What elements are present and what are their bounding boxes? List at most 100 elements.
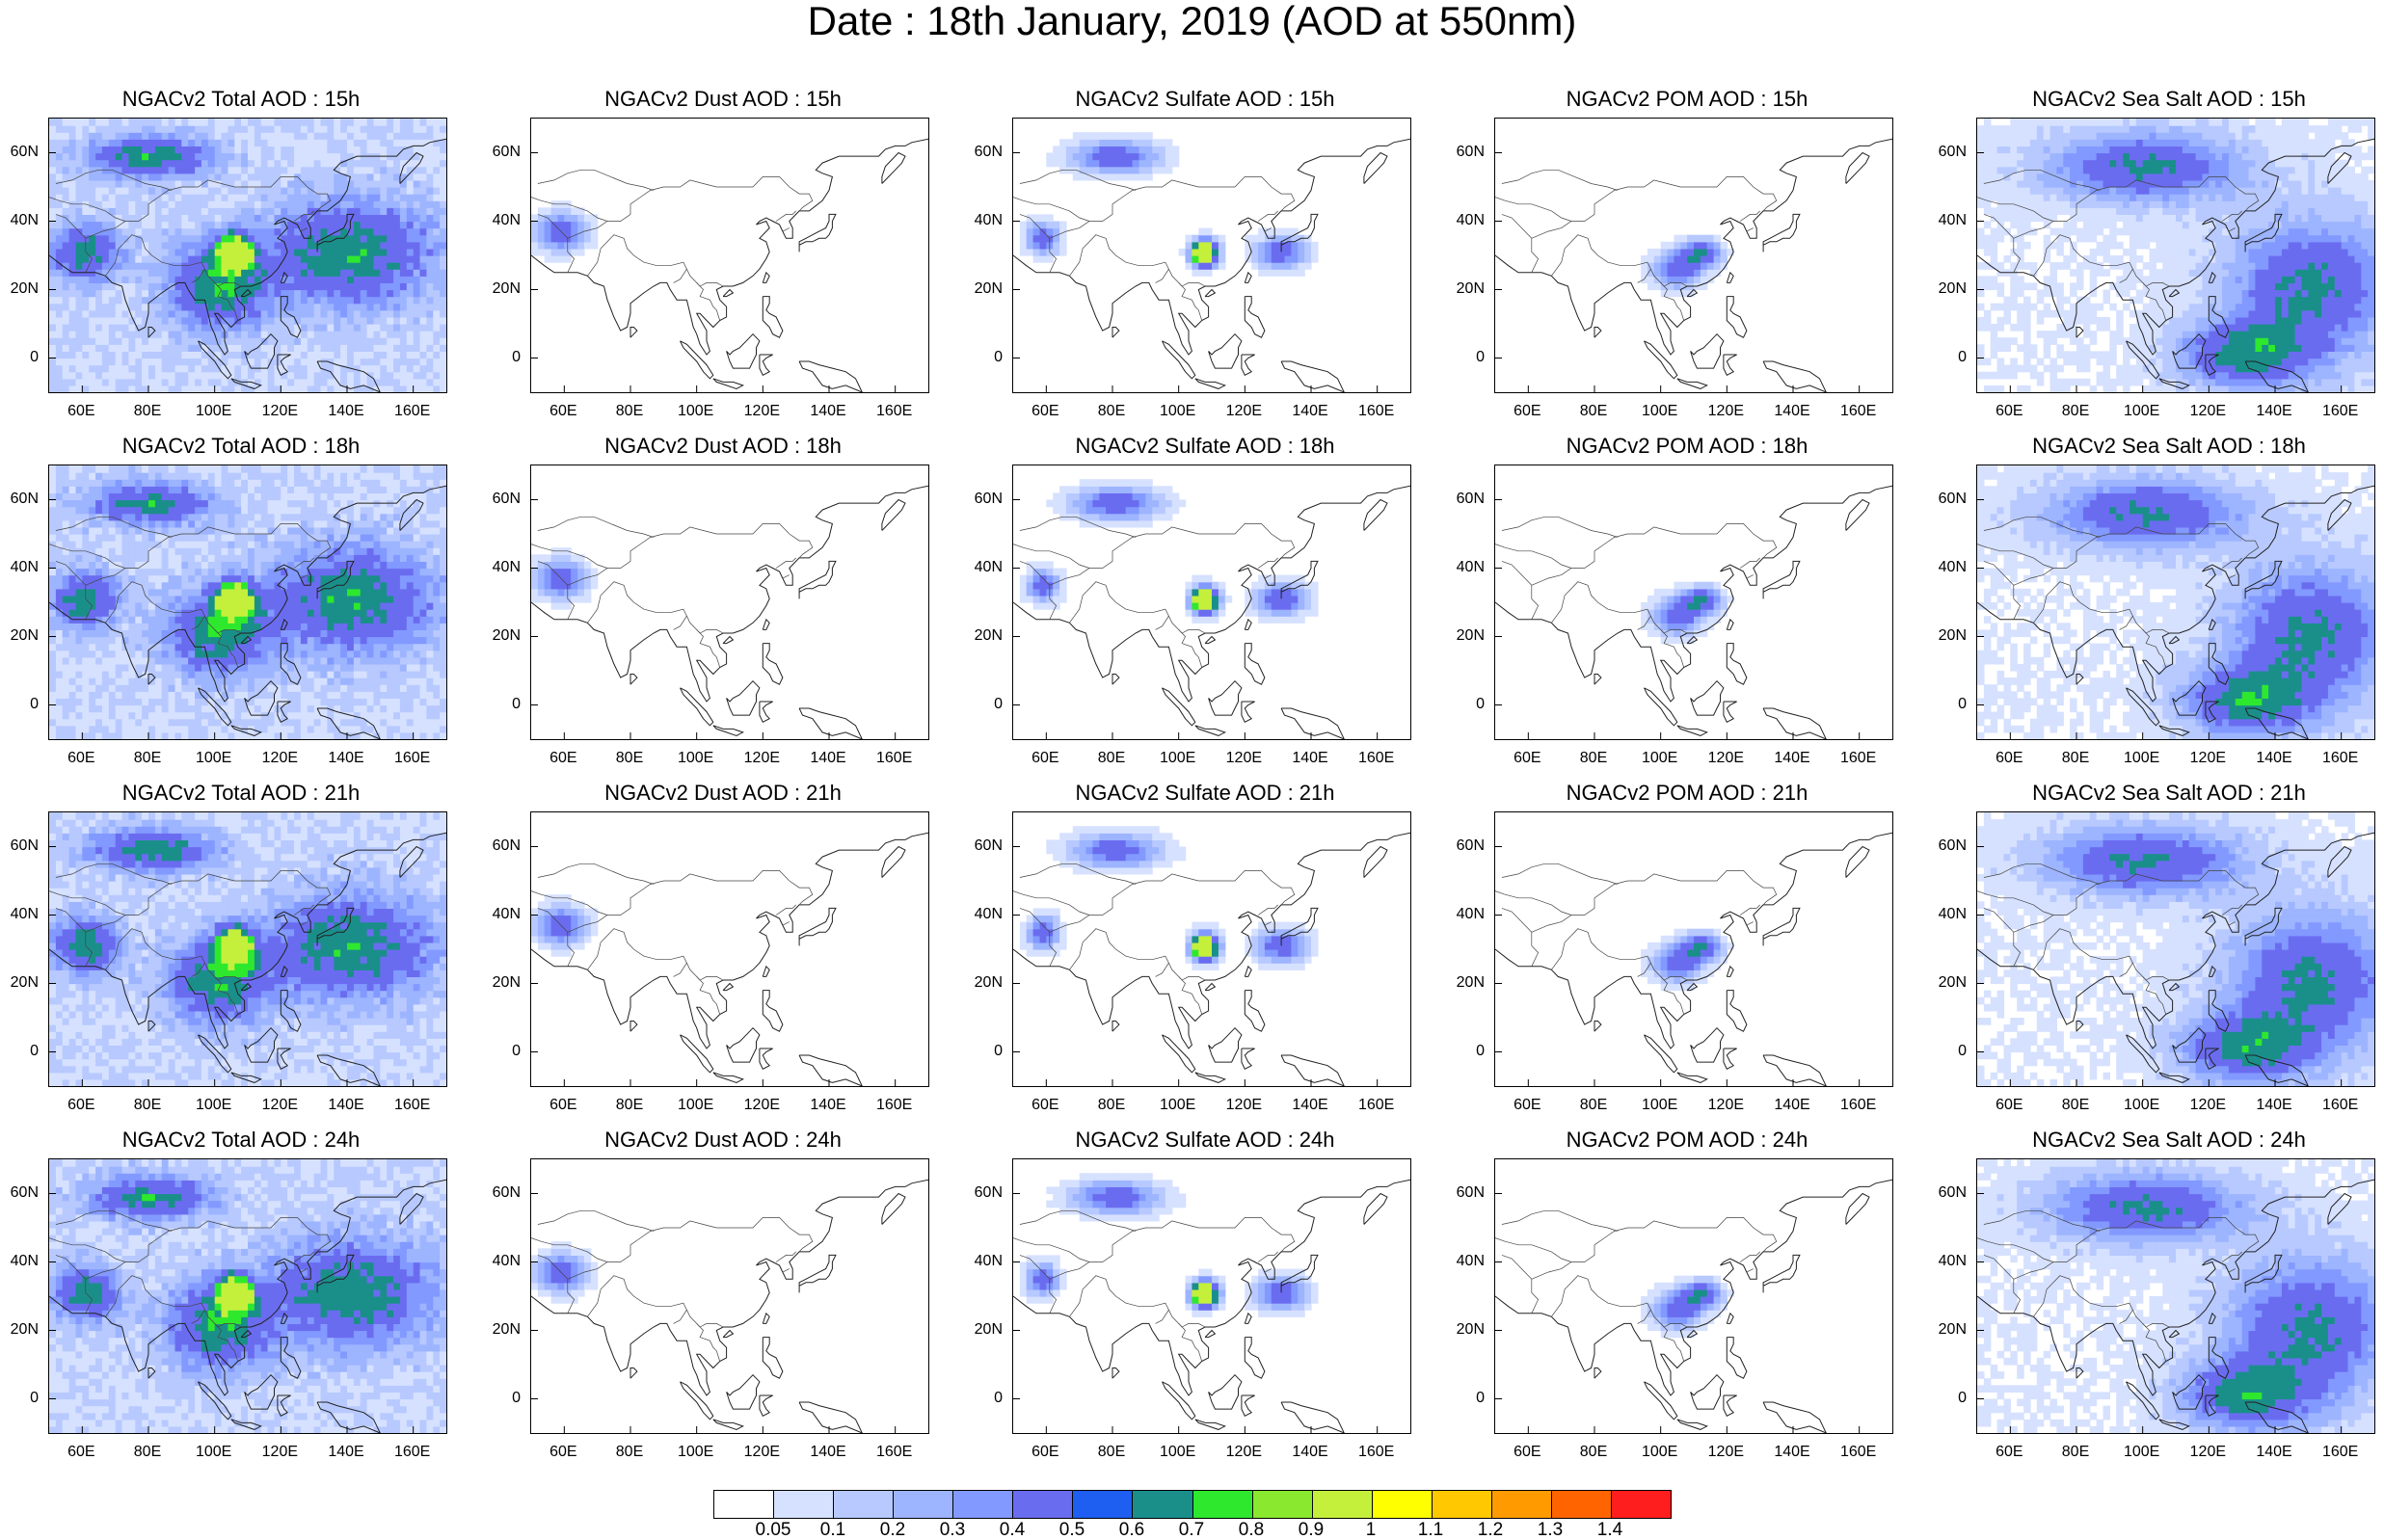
aod-cell	[380, 262, 388, 270]
aod-cell	[2215, 139, 2223, 146]
aod-cell	[2328, 372, 2336, 380]
aod-cell	[2354, 385, 2362, 392]
aod-cell	[95, 187, 103, 195]
aod-cell	[2189, 146, 2197, 153]
aod-cell	[281, 331, 288, 338]
aod-cell	[308, 365, 315, 373]
aod-cell	[2229, 290, 2237, 298]
aod-cell	[2368, 358, 2374, 366]
aod-cell	[1977, 290, 1985, 298]
aod-cell	[2335, 222, 2343, 229]
aod-cell	[2295, 297, 2303, 305]
aod-cell	[248, 180, 255, 188]
aod-cell	[248, 297, 255, 305]
aod-cell	[1977, 235, 1985, 243]
aod-cell	[234, 249, 242, 256]
aod-cell	[2123, 276, 2130, 283]
aod-cell	[327, 297, 335, 305]
aod-cell	[122, 331, 130, 338]
aod-cell	[228, 269, 235, 277]
aod-cell	[2209, 262, 2216, 270]
aod-cell	[69, 153, 77, 161]
aod-cell	[1059, 139, 1067, 146]
aod-cell	[2189, 200, 2197, 208]
aod-cell	[2162, 242, 2170, 250]
aod-cell	[2162, 385, 2170, 392]
aod-cell	[2183, 324, 2190, 332]
aod-cell	[2215, 304, 2223, 311]
aod-cell	[334, 324, 341, 332]
aod-cell	[1641, 276, 1648, 283]
aod-cell	[2156, 228, 2163, 236]
aod-cell	[308, 153, 315, 161]
aod-cell	[109, 385, 117, 392]
aod-cell	[109, 276, 117, 283]
aod-cell	[261, 214, 269, 222]
aod-cell	[2328, 337, 2336, 345]
aod-cell	[1092, 139, 1100, 146]
aod-cell	[314, 282, 322, 290]
aod-cell	[380, 146, 388, 153]
aod-cell	[95, 200, 103, 208]
aod-cell	[1139, 160, 1147, 168]
aod-cell	[222, 187, 229, 195]
aod-cell	[2229, 276, 2237, 283]
aod-cell	[122, 337, 130, 345]
aod-cell	[1106, 132, 1113, 140]
aod-cell	[2017, 160, 2024, 168]
aod-cell	[2136, 139, 2144, 146]
aod-cell	[2348, 167, 2356, 174]
aod-cell	[2308, 173, 2316, 181]
aod-cell	[135, 139, 143, 146]
aod-cell	[545, 222, 552, 229]
aod-cell	[215, 119, 223, 126]
aod-cell	[2315, 351, 2322, 358]
aod-cell	[591, 235, 599, 243]
aod-cell	[56, 228, 64, 236]
aod-cell	[2189, 297, 2197, 305]
aod-cell	[2150, 304, 2157, 311]
aod-cell	[49, 119, 57, 126]
aod-cell	[2222, 358, 2230, 366]
aod-cell	[367, 282, 375, 290]
aod-cell	[2249, 153, 2257, 161]
aod-cell	[162, 249, 170, 256]
aod-cell	[2222, 228, 2230, 236]
aod-cell	[2368, 207, 2374, 215]
aod-cell	[201, 282, 209, 290]
aod-cell	[407, 125, 415, 133]
aod-cell	[2368, 228, 2374, 236]
aod-cell	[354, 167, 362, 174]
aod-cell	[440, 207, 446, 215]
aod-cell	[2037, 290, 2045, 298]
aod-cell	[1272, 269, 1279, 277]
aod-cell	[109, 351, 117, 358]
aod-cell	[1984, 222, 1992, 229]
aod-cell	[2050, 167, 2058, 174]
aod-cell	[1707, 262, 1715, 270]
aod-cell	[2103, 200, 2111, 208]
aod-cell	[2335, 242, 2343, 250]
aod-cell	[89, 337, 96, 345]
aod-cell	[308, 297, 315, 305]
aod-cell	[2215, 207, 2223, 215]
aod-cell	[2229, 173, 2237, 181]
aod-cell	[155, 119, 163, 126]
aod-cell	[367, 235, 375, 243]
aod-cell	[49, 324, 57, 332]
aod-cell	[201, 290, 209, 298]
aod-cell	[433, 194, 441, 201]
aod-cell	[2203, 379, 2210, 386]
aod-cell	[2162, 324, 2170, 332]
aod-cell	[414, 146, 421, 153]
aod-cell	[89, 132, 96, 140]
aod-cell	[69, 228, 77, 236]
aod-cell	[1674, 249, 1681, 256]
aod-cell	[2308, 297, 2316, 305]
aod-cell	[109, 344, 117, 352]
aod-cell	[1133, 173, 1140, 181]
aod-cell	[208, 167, 216, 174]
aod-cell	[2302, 194, 2310, 201]
aod-cell	[2315, 242, 2322, 250]
aod-cell	[1311, 255, 1319, 263]
